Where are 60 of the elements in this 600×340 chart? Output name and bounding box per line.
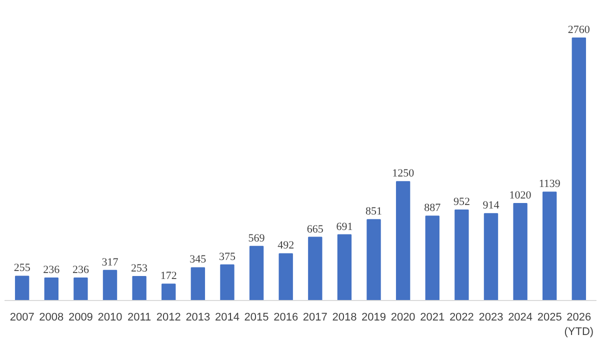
- x-tick-label: 2020: [390, 312, 416, 324]
- x-tick-label: 2016: [274, 312, 298, 324]
- data-label: 1020: [509, 189, 532, 202]
- x-tick-label: 2013: [186, 312, 210, 324]
- data-label: 665: [306, 223, 324, 236]
- x-tick-label: 2015: [244, 312, 269, 324]
- bar: [278, 253, 293, 300]
- x-tick-label: 2008: [39, 312, 64, 324]
- bar: [132, 276, 146, 300]
- bar: [162, 284, 176, 300]
- x-tick-label: 2018: [332, 312, 357, 324]
- bar: [249, 246, 264, 300]
- bar: [337, 234, 352, 300]
- bar: [396, 181, 410, 300]
- x-tick-label: 2011: [127, 312, 152, 324]
- data-label: 345: [190, 254, 207, 266]
- x-tick-label: 2009: [68, 312, 93, 324]
- bar: [102, 270, 118, 300]
- data-label: 914: [482, 200, 500, 212]
- data-label: 569: [248, 232, 266, 244]
- data-label: 236: [72, 264, 90, 276]
- bar: [366, 219, 381, 300]
- data-label: 492: [278, 240, 294, 252]
- data-label: 851: [366, 206, 382, 218]
- bar: [74, 278, 88, 300]
- x-tick-label: 2025: [537, 312, 562, 324]
- x-tick-label: 2026 (YTD): [564, 312, 594, 338]
- data-label: 2760: [568, 24, 590, 36]
- bar: [542, 192, 557, 300]
- bar: [454, 209, 469, 300]
- bar: [425, 216, 440, 300]
- bar: [220, 264, 234, 300]
- data-label: 952: [453, 196, 470, 208]
- data-label: 317: [102, 256, 119, 268]
- bar: [513, 202, 528, 300]
- x-tick-label: 2012: [156, 312, 181, 324]
- data-label: 375: [218, 250, 236, 263]
- x-tick-label: 2023: [478, 312, 504, 324]
- bar: [308, 236, 322, 300]
- bar: [484, 213, 498, 300]
- data-label: 255: [14, 262, 31, 274]
- data-label: 1139: [538, 178, 561, 190]
- x-tick-label: 2024: [508, 312, 533, 324]
- data-label: 887: [424, 202, 442, 214]
- bar: [190, 267, 206, 300]
- x-tick-label: 2019: [362, 312, 386, 324]
- data-label: 1250: [392, 168, 415, 180]
- data-label: 691: [336, 220, 353, 233]
- x-tick-label: 2010: [98, 312, 122, 324]
- data-label: 236: [43, 264, 60, 276]
- bar: [572, 38, 586, 300]
- x-tick-label: 2021: [420, 312, 445, 324]
- bar: [44, 278, 58, 300]
- x-tick-label: 2017: [302, 312, 328, 324]
- data-label: 253: [131, 262, 148, 274]
- x-tick-label: 2022: [449, 312, 474, 324]
- x-tick-label: 2007: [10, 312, 34, 324]
- x-tick-label: 2014: [214, 312, 240, 324]
- bar: [14, 276, 30, 300]
- data-label: 172: [160, 270, 177, 282]
